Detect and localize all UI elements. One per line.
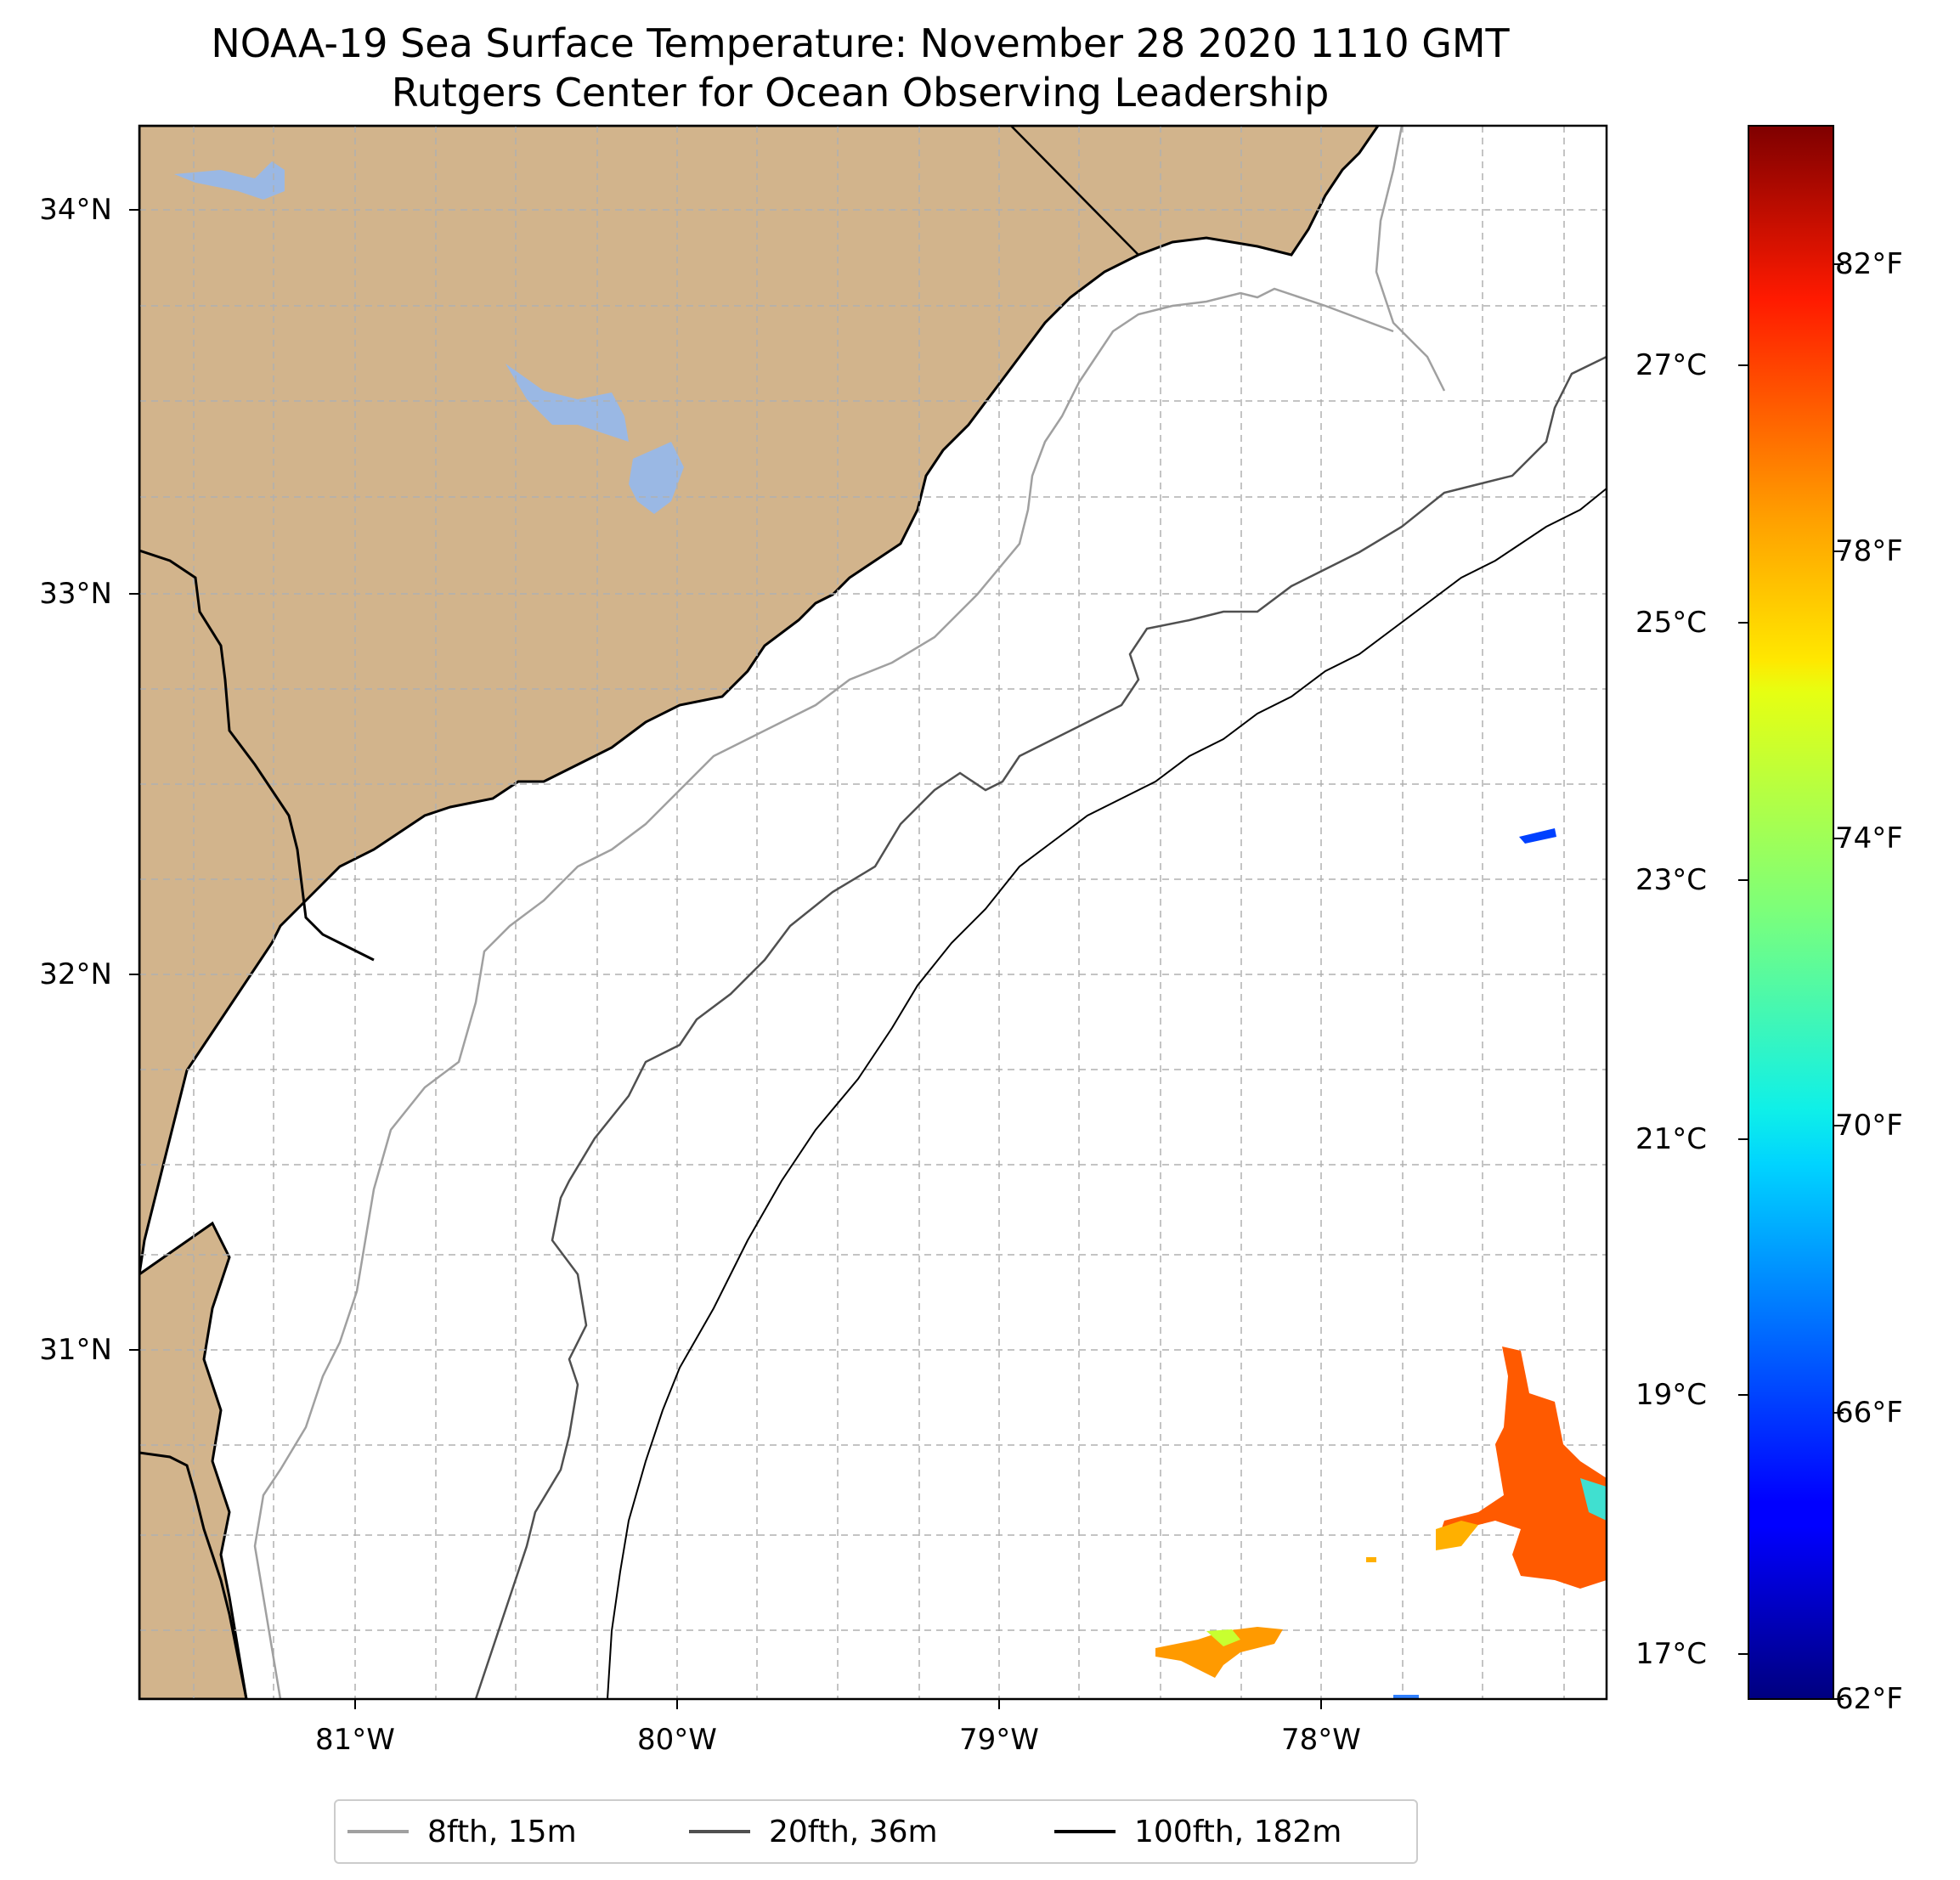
gridlines [139, 126, 1607, 1699]
sst-patch-southeast-edge [1436, 1521, 1478, 1550]
colorbar [1748, 125, 1834, 1700]
lon-tick-label: 79°W [959, 1723, 1039, 1757]
sst-patch-south-central-cool [1206, 1629, 1240, 1646]
colorbar-celsius-label: 23°C [1635, 863, 1708, 897]
legend-label: 8fth, 15m [427, 1814, 577, 1849]
lon-tick-label: 81°W [315, 1723, 395, 1757]
colorbar-fahrenheit-label: 62°F [1835, 1682, 1903, 1716]
sst-patch-east [1519, 828, 1556, 844]
lat-tick-label: 32°N [39, 957, 112, 991]
colorbar-fahrenheit-label: 66°F [1835, 1396, 1903, 1430]
river-border [139, 549, 375, 962]
colorbar-celsius-label: 19°C [1635, 1378, 1708, 1412]
map-area [139, 126, 1607, 1699]
colorbar-fahrenheit-label: 82°F [1835, 247, 1903, 281]
legend-label: 100fth, 182m [1134, 1814, 1342, 1849]
colorbar-fahrenheit-label: 70°F [1835, 1109, 1903, 1143]
river-south [139, 1451, 248, 1699]
sst-patch-south-central [1155, 1627, 1283, 1678]
lat-tick-label: 31°N [39, 1333, 112, 1367]
legend: 8fth, 15m 20fth, 36m 100fth, 182m [334, 1799, 1418, 1864]
state-border [1010, 126, 1139, 256]
lat-tick-label: 33°N [39, 577, 112, 611]
axis-ticks [129, 209, 1322, 1709]
lake-moultrie [629, 442, 684, 514]
lon-tick-label: 78°W [1281, 1723, 1361, 1757]
legend-item-100fth: 100fth, 182m [1054, 1801, 1341, 1862]
contour-8fth [253, 126, 1446, 1699]
colorbar-celsius-label: 25°C [1635, 606, 1708, 640]
colorbar-celsius-label: 17°C [1635, 1637, 1708, 1671]
legend-item-8fth: 8fth, 15m [347, 1801, 577, 1862]
colorbar-fahrenheit-label: 78°F [1835, 534, 1903, 568]
sst-patch-southeast-cool [1580, 1478, 1607, 1521]
map-subtitle: Rutgers Center for Ocean Observing Leade… [391, 70, 1330, 116]
sst-patch-small-2 [1393, 1695, 1419, 1699]
legend-label: 20fth, 36m [769, 1814, 938, 1849]
map-title: NOAA-19 Sea Surface Temperature: Novembe… [211, 20, 1510, 66]
lon-tick-label: 80°W [637, 1723, 717, 1757]
legend-item-20fth: 20fth, 36m [689, 1801, 938, 1862]
colorbar-ticks [1738, 263, 1844, 1700]
lat-tick-label: 34°N [39, 193, 112, 227]
legend-swatch [1054, 1830, 1116, 1833]
colorbar-celsius-label: 21°C [1635, 1122, 1708, 1156]
lake-marion [506, 364, 629, 442]
contour-20fth [474, 355, 1607, 1699]
colorbar-celsius-label: 27°C [1635, 348, 1708, 382]
sst-patch-small-1 [1366, 1557, 1376, 1562]
map-frame [138, 124, 1608, 1701]
sst-patch-southeast [1436, 1346, 1607, 1589]
legend-swatch [689, 1830, 750, 1833]
contour-100fth [607, 488, 1607, 1699]
legend-swatch [347, 1830, 409, 1833]
lake-north [174, 161, 285, 200]
colorbar-fahrenheit-label: 74°F [1835, 821, 1903, 855]
